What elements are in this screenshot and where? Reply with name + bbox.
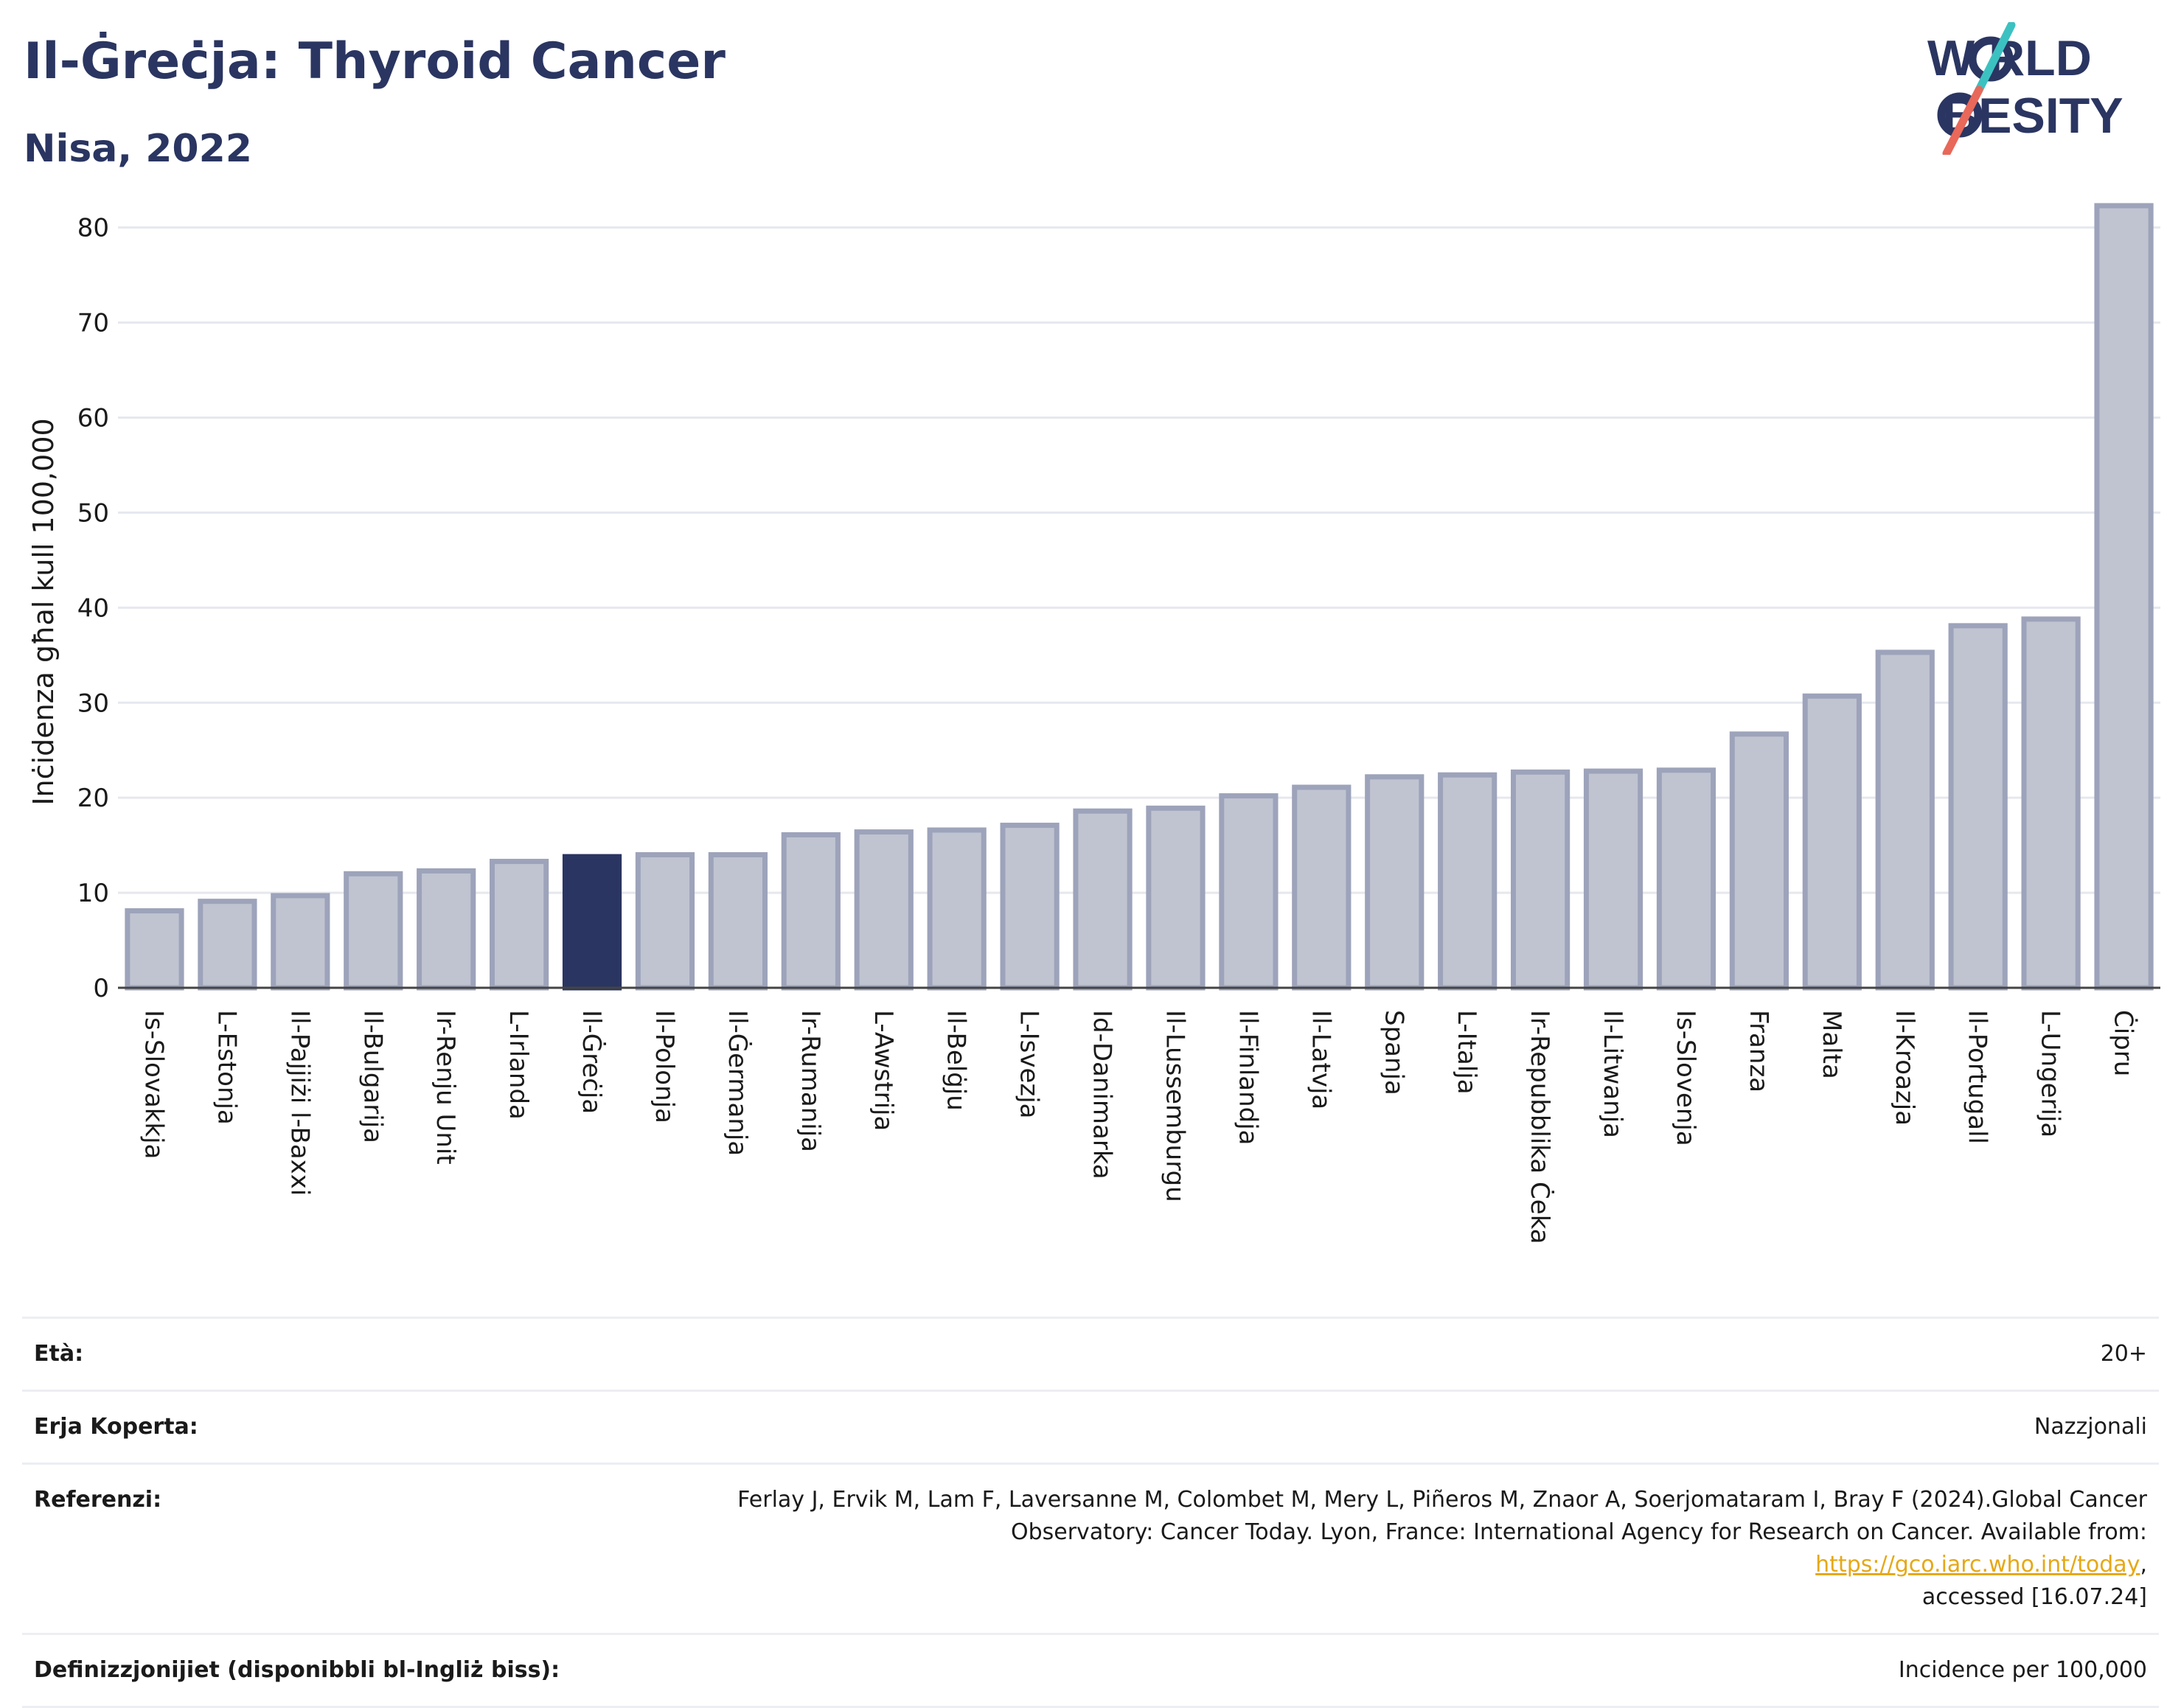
bar-5[interactable] bbox=[490, 859, 549, 991]
bar-13[interactable] bbox=[1073, 808, 1133, 991]
y-tick-label: 60 bbox=[77, 404, 109, 433]
reference-line-3: accessed [16.07.24] bbox=[1921, 1584, 2147, 1610]
x-tick-label: Il-Portugall bbox=[1963, 1010, 1992, 1144]
bar-21[interactable] bbox=[1656, 767, 1716, 991]
info-row-definitions: Definizzjonijiet (disponibbli bl-Ingliż … bbox=[22, 1633, 2159, 1708]
area-label: Erja Koperta: bbox=[34, 1414, 198, 1440]
area-value: Nazzjonali bbox=[2034, 1414, 2147, 1440]
x-tick-label: Ċipru bbox=[2109, 1010, 2139, 1076]
bar-14[interactable] bbox=[1146, 805, 1206, 991]
bar-11[interactable] bbox=[927, 827, 987, 991]
bar-24[interactable] bbox=[1875, 649, 1935, 991]
x-tick-label: Malta bbox=[1817, 1010, 1846, 1079]
y-tick-label: 50 bbox=[77, 498, 109, 528]
axes: 0 10 20 30 40 50 60 70 80 Is-Slovakkja L-Estonja Il… bbox=[77, 214, 2160, 1244]
reference-link[interactable]: https://gco.iarc.who.int/today bbox=[1815, 1552, 2140, 1578]
bar-10[interactable] bbox=[854, 829, 914, 991]
info-table: Età: 20+ Erja Koperta: Nazzjonali Refere… bbox=[22, 1317, 2159, 1708]
bar-17[interactable] bbox=[1365, 774, 1425, 991]
bar-18[interactable] bbox=[1438, 772, 1498, 991]
reference-line-1: Ferlay J, Ervik M, Lam F, Laversanne M, … bbox=[737, 1487, 2147, 1513]
x-tick-label: Il-Latvja bbox=[1306, 1010, 1335, 1109]
bar-1[interactable] bbox=[198, 899, 257, 991]
bar-23[interactable] bbox=[1802, 693, 1862, 991]
y-tick-label: 30 bbox=[77, 689, 109, 718]
bar-25[interactable] bbox=[1948, 623, 2008, 991]
world-obesity-logo: W RLD BESITY bbox=[1927, 22, 2123, 155]
x-tick-label: Ir-Renju Unit bbox=[431, 1010, 460, 1165]
x-tick-label: L-Estonja bbox=[212, 1010, 241, 1125]
bar-7[interactable] bbox=[635, 852, 695, 991]
bar-9[interactable] bbox=[781, 832, 841, 991]
x-tick-label: Il-Kroazja bbox=[1890, 1010, 1919, 1126]
age-label: Età: bbox=[34, 1341, 84, 1367]
x-tick-label: Il-Litwanja bbox=[1598, 1010, 1627, 1138]
definitions-value: Incidence per 100,000 bbox=[1898, 1657, 2147, 1683]
y-tick-label: 0 bbox=[93, 974, 109, 1003]
definitions-label: Definizzjonijiet (disponibbli bl-Ingliż … bbox=[34, 1657, 560, 1683]
y-tick-label: 70 bbox=[77, 309, 109, 338]
bar-26[interactable] bbox=[2021, 616, 2081, 991]
references-label: Referenzi: bbox=[34, 1487, 162, 1513]
info-row-area: Erja Koperta: Nazzjonali bbox=[22, 1390, 2159, 1463]
reference-comma: , bbox=[2140, 1552, 2147, 1578]
x-tick-label: Is-Slovakkja bbox=[139, 1010, 168, 1159]
x-tick-label: Il-Bulgarija bbox=[358, 1010, 387, 1143]
x-tick-label: L-Italja bbox=[1452, 1010, 1481, 1095]
x-tick-label: Il-Ġreċja bbox=[577, 1010, 607, 1114]
bar-16[interactable] bbox=[1292, 784, 1352, 991]
y-tick-label: 40 bbox=[77, 593, 109, 623]
x-tick-label: Is-Slovenja bbox=[1671, 1010, 1700, 1146]
logo-slash-top bbox=[1975, 22, 2016, 94]
x-tick-label: Il-Polonja bbox=[650, 1010, 679, 1123]
chart-subtitle: Nisa, 2022 bbox=[24, 127, 252, 171]
reference-line-2: Observatory: Cancer Today. Lyon, France:… bbox=[1010, 1519, 2147, 1545]
x-tick-label: L-Irlanda bbox=[504, 1010, 533, 1120]
y-tick-label: 20 bbox=[77, 784, 109, 813]
x-tick-label: Ir-Rumanija bbox=[796, 1010, 825, 1152]
bar-0[interactable] bbox=[125, 908, 184, 991]
bars bbox=[125, 203, 2154, 991]
x-tick-label: Il-Ġermanja bbox=[723, 1010, 753, 1156]
x-tick-label: Il-Pajjiżi l-Baxxi bbox=[285, 1010, 314, 1196]
y-axis-label: Inċidenza għal kull 100,000 bbox=[27, 418, 60, 805]
age-value: 20+ bbox=[2100, 1341, 2147, 1367]
chart-title: Il-Ġreċja: Thyroid Cancer bbox=[24, 32, 726, 91]
x-tick-label: Franza bbox=[1744, 1010, 1773, 1092]
x-tick-label: L-Awstrija bbox=[869, 1010, 898, 1131]
logo-o-top bbox=[1968, 36, 2014, 82]
x-tick-label: L-Isvezja bbox=[1015, 1010, 1044, 1119]
x-tick-label: Il-Belġju bbox=[942, 1010, 971, 1111]
x-tick-label: Il-Lussemburgu bbox=[1160, 1010, 1189, 1202]
x-tick-label: Id-Danimarka bbox=[1088, 1010, 1117, 1179]
bar-19[interactable] bbox=[1511, 769, 1570, 991]
bar-12[interactable] bbox=[1000, 823, 1060, 991]
bar-8[interactable] bbox=[708, 852, 768, 991]
y-tick-label: 10 bbox=[77, 879, 109, 908]
bar-3[interactable] bbox=[344, 871, 403, 991]
x-tick-label: Spanja bbox=[1379, 1010, 1408, 1095]
y-tick-label: 80 bbox=[77, 214, 109, 243]
bar-15[interactable] bbox=[1219, 793, 1279, 991]
bar-chart: 0 10 20 30 40 50 60 70 80 Is-Slovakkja L-Estonja Il… bbox=[27, 203, 2160, 1244]
x-tick-label: L-Ungerija bbox=[2036, 1010, 2065, 1137]
bar-27[interactable] bbox=[2094, 203, 2154, 991]
bar-6[interactable] bbox=[562, 854, 622, 991]
bar-20[interactable] bbox=[1583, 768, 1643, 991]
bar-4[interactable] bbox=[417, 868, 476, 991]
bar-22[interactable] bbox=[1729, 731, 1789, 991]
x-tick-label: Il-Finlandja bbox=[1233, 1010, 1262, 1146]
logo-slash-bottom bbox=[1942, 86, 1983, 155]
info-row-age: Età: 20+ bbox=[22, 1317, 2159, 1390]
references-value: Ferlay J, Ervik M, Lam F, Laversanne M, … bbox=[698, 1484, 2147, 1614]
x-tick-label: Ir-Repubblika Ċeka bbox=[1525, 1010, 1555, 1244]
info-row-references: Referenzi: Ferlay J, Ervik M, Lam F, Lav… bbox=[22, 1463, 2159, 1633]
bar-2[interactable] bbox=[271, 893, 330, 991]
